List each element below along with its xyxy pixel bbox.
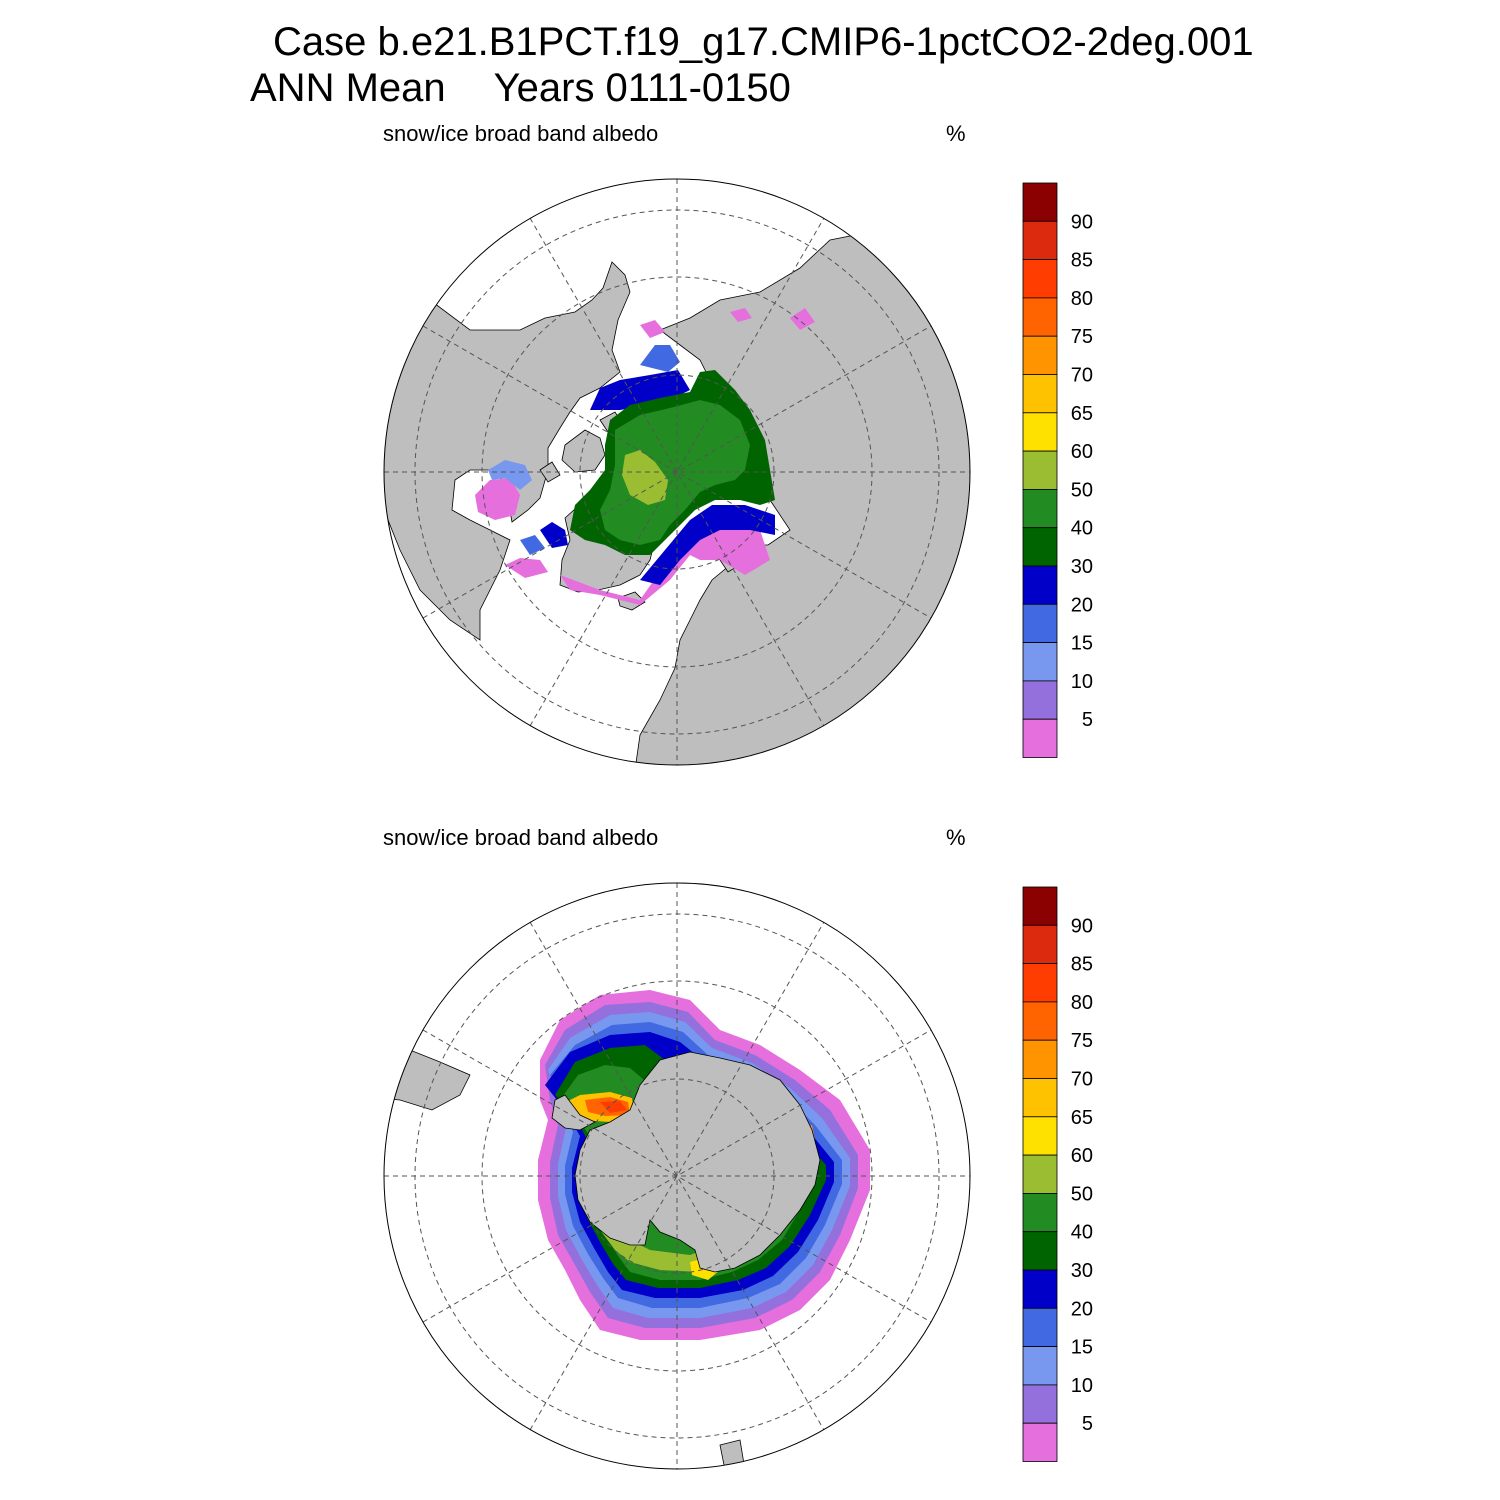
south-land-antarctic-peninsula (551, 1094, 596, 1131)
south-colorbar-tick-label: 40 (1071, 1222, 1093, 1244)
north-ice-labrador-low (505, 558, 548, 578)
north-colorbar-box (1022, 259, 1058, 299)
north-colorbar-tick-label: 85 (1071, 250, 1093, 272)
north-ice-baffin-blue (540, 522, 568, 548)
south-colorbar-box (1022, 1039, 1058, 1079)
south-colorbar-tick-label: 60 (1071, 1145, 1093, 1167)
south-colorbar-tick-label: 20 (1071, 1298, 1093, 1320)
north-colorbar-box (1022, 297, 1058, 337)
north-ice-lightblue-top (640, 345, 680, 372)
south-colorbar-box (1022, 1154, 1058, 1194)
north-colorbar-box (1022, 527, 1058, 567)
north-colorbar-tick-label: 80 (1071, 288, 1093, 310)
south-colorbar-box (1022, 1384, 1058, 1424)
north-colorbar-box (1022, 335, 1058, 375)
north-colorbar-tick-label: 65 (1071, 403, 1093, 425)
north-colorbar-tick-label: 75 (1071, 326, 1093, 348)
north-variable-label: snow/ice broad band albedo (383, 121, 659, 146)
south-colorbar-tick-label: 50 (1071, 1183, 1093, 1205)
south-colorbar-box (1022, 1307, 1058, 1348)
south-colorbar-box (1022, 1231, 1058, 1271)
north-units-label: % (946, 121, 966, 146)
south-colorbar-tick-label: 30 (1071, 1260, 1093, 1282)
south-colorbar: 90 85 80 75 70 65 60 50 40 30 20 15 10 5 (1022, 886, 1093, 1462)
north-colorbar-tick-label: 90 (1071, 211, 1093, 233)
north-colorbar-tick-label: 60 (1071, 441, 1093, 463)
south-land-antarctica (574, 1051, 821, 1273)
north-ice-baffin-light (520, 535, 545, 555)
south-colorbar-box (1022, 1193, 1058, 1233)
south-units-label: % (946, 825, 966, 850)
north-colorbar-box (1022, 565, 1058, 605)
south-colorbar-tick-label: 10 (1071, 1375, 1093, 1397)
south-colorbar-tick-label: 80 (1071, 992, 1093, 1014)
south-colorbar-tick-label: 70 (1071, 1069, 1093, 1091)
south-colorbar-box (1022, 1346, 1058, 1386)
south-colorbar-tick-label: 90 (1071, 915, 1093, 937)
north-colorbar-box (1022, 680, 1058, 720)
south-colorbar-box (1022, 1116, 1058, 1156)
south-colorbar-box (1022, 886, 1058, 926)
north-colorbar-tick-label: 30 (1071, 556, 1093, 578)
north-colorbar-tick-label: 10 (1071, 671, 1093, 693)
north-meridian-30a (529, 217, 825, 727)
south-colorbar-box (1022, 1001, 1058, 1041)
south-meridian-60b (422, 1029, 932, 1323)
figure-title-case: Case b.e21.B1PCT.f19_g17.CMIP6-1pctCO2-2… (273, 20, 1254, 64)
north-ice-bering-low (640, 320, 665, 338)
south-graticule (384, 883, 970, 1469)
south-ice-weddell-red (600, 1101, 627, 1113)
south-map-border (383, 882, 971, 1470)
south-variable-label: snow/ice broad band albedo (383, 825, 659, 850)
north-colorbar-box (1022, 642, 1058, 682)
south-colorbar-tick-label: 75 (1071, 1030, 1093, 1052)
north-meridian-30b (529, 217, 825, 727)
south-colorbar-box (1022, 924, 1058, 964)
north-ice-blue-band (640, 505, 775, 585)
north-colorbar: 90 85 80 75 70 65 60 50 40 30 20 15 10 5 (1022, 182, 1093, 758)
south-colorbar-tick-label: 5 (1082, 1413, 1093, 1435)
north-colorbar-tick-label: 20 (1071, 594, 1093, 616)
figure-title-period: ANN Mean Years 0111-0150 (250, 68, 791, 108)
south-meridian-30a (529, 921, 825, 1431)
north-colorbar-box (1022, 450, 1058, 490)
south-colorbar-box (1022, 963, 1058, 1003)
south-meridian-30b (529, 921, 825, 1431)
south-polar-map (383, 882, 971, 1470)
south-colorbar-box (1022, 1078, 1058, 1118)
north-colorbar-tick-label: 70 (1071, 365, 1093, 387)
north-colorbar-box (1022, 603, 1058, 643)
years-label: Years 0111-0150 (493, 66, 791, 110)
north-colorbar-tick-label: 50 (1071, 479, 1093, 501)
north-graticule (384, 179, 970, 765)
north-ice-hudson-low (475, 478, 520, 520)
north-map-border (383, 178, 971, 766)
north-colorbar-box (1022, 718, 1058, 758)
north-colorbar-tick-label: 15 (1071, 633, 1093, 655)
south-colorbar-tick-label: 65 (1071, 1107, 1093, 1129)
north-meridian-60b (422, 325, 932, 619)
north-colorbar-box (1022, 182, 1058, 222)
south-colorbar-tick-label: 15 (1071, 1337, 1093, 1359)
north-ice-hudson-blue (488, 460, 532, 490)
north-land-north-america (384, 261, 631, 641)
season-label: ANN Mean (250, 66, 446, 110)
south-colorbar-tick-label: 85 (1071, 954, 1093, 976)
north-polar-map (383, 178, 971, 766)
north-colorbar-box (1022, 220, 1058, 261)
north-colorbar-tick-label: 5 (1082, 709, 1093, 731)
north-colorbar-box (1022, 412, 1058, 452)
south-colorbar-box (1022, 1269, 1058, 1309)
north-colorbar-box (1022, 488, 1058, 529)
north-colorbar-tick-label: 40 (1071, 518, 1093, 540)
north-colorbar-box (1022, 374, 1058, 414)
north-ice-yellowgreen (622, 450, 668, 505)
south-colorbar-box (1022, 1422, 1058, 1462)
